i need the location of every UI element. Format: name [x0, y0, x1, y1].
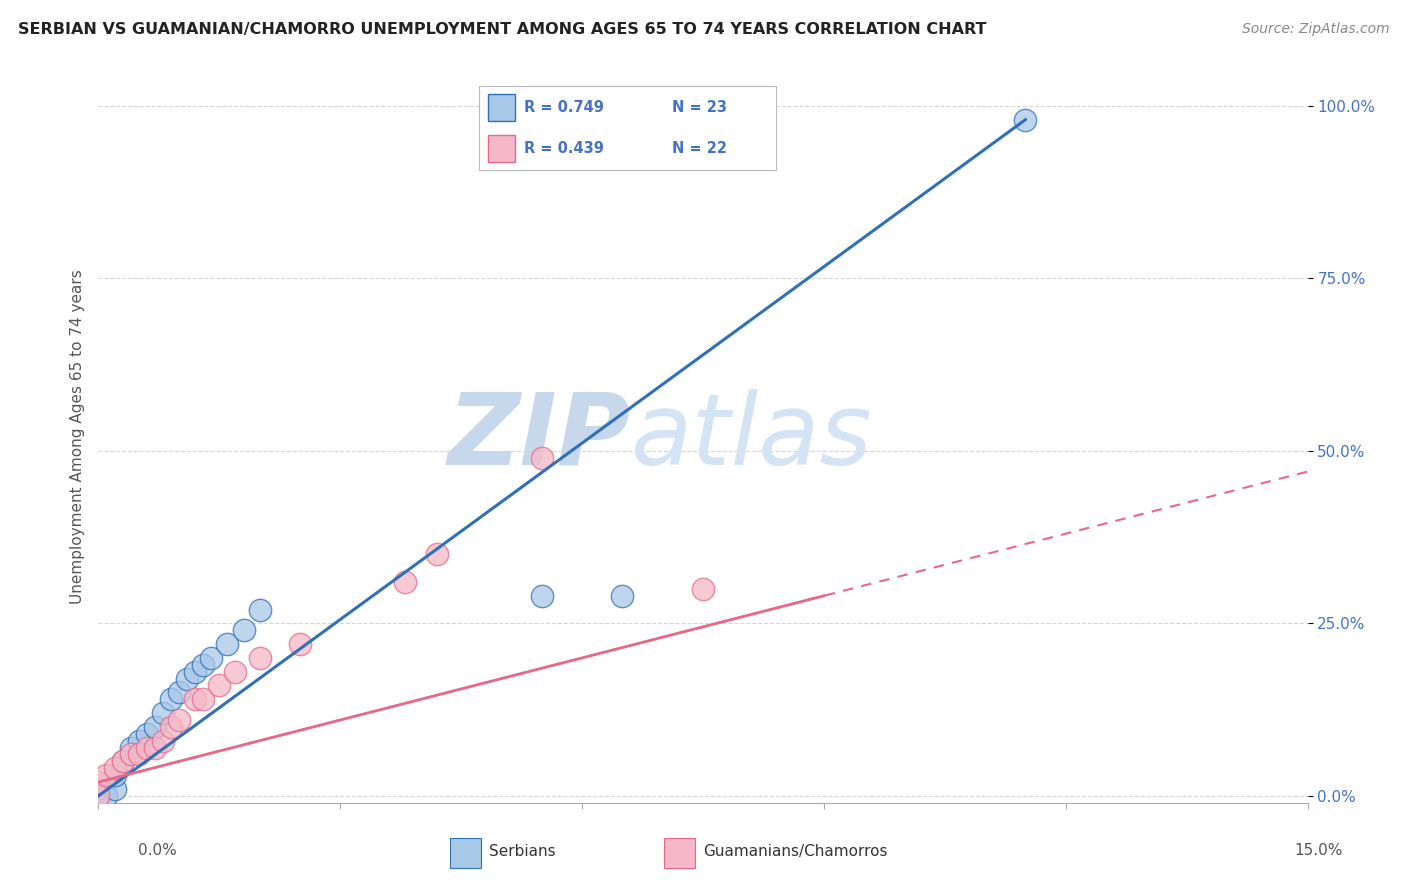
Text: SERBIAN VS GUAMANIAN/CHAMORRO UNEMPLOYMENT AMONG AGES 65 TO 74 YEARS CORRELATION: SERBIAN VS GUAMANIAN/CHAMORRO UNEMPLOYME…: [18, 22, 987, 37]
Point: [96, 768, 118, 782]
Point: [208, 678, 231, 692]
Text: Guamanians/Chamorros: Guamanians/Chamorros: [703, 845, 887, 859]
Point: [612, 589, 634, 603]
Point: [135, 740, 157, 755]
Point: [143, 740, 166, 755]
Point: [217, 637, 239, 651]
Point: [87, 789, 110, 803]
Point: [152, 706, 174, 720]
Point: [184, 665, 207, 679]
Point: [103, 768, 125, 782]
FancyBboxPatch shape: [450, 838, 481, 868]
Point: [167, 685, 190, 699]
Point: [160, 692, 183, 706]
Point: [530, 589, 553, 603]
Point: [128, 733, 150, 747]
Point: [120, 740, 142, 755]
Text: 15.0%: 15.0%: [1295, 843, 1343, 858]
Point: [120, 747, 142, 762]
Point: [249, 651, 271, 665]
Point: [193, 692, 215, 706]
FancyBboxPatch shape: [664, 838, 695, 868]
Point: [232, 624, 254, 638]
Point: [87, 782, 110, 797]
Point: [143, 720, 166, 734]
Point: [167, 713, 190, 727]
Y-axis label: Unemployment Among Ages 65 to 74 years: Unemployment Among Ages 65 to 74 years: [69, 269, 84, 605]
Text: 0.0%: 0.0%: [138, 843, 177, 858]
Point: [87, 775, 110, 789]
Point: [128, 747, 150, 762]
Text: atlas: atlas: [630, 389, 872, 485]
Point: [152, 733, 174, 747]
Point: [103, 782, 125, 797]
Point: [193, 657, 215, 672]
Point: [176, 672, 198, 686]
Point: [1014, 112, 1036, 127]
Point: [87, 789, 110, 803]
Point: [111, 755, 134, 769]
Point: [394, 574, 416, 589]
Point: [111, 755, 134, 769]
Point: [184, 692, 207, 706]
Point: [224, 665, 246, 679]
Point: [200, 651, 222, 665]
Point: [160, 720, 183, 734]
Text: Serbians: Serbians: [489, 845, 555, 859]
Point: [426, 548, 449, 562]
Point: [530, 450, 553, 465]
Text: Source: ZipAtlas.com: Source: ZipAtlas.com: [1241, 22, 1389, 37]
Point: [249, 602, 271, 616]
Text: ZIP: ZIP: [447, 389, 630, 485]
Point: [103, 761, 125, 775]
Point: [135, 727, 157, 741]
Point: [96, 789, 118, 803]
Point: [692, 582, 714, 596]
Point: [288, 637, 311, 651]
